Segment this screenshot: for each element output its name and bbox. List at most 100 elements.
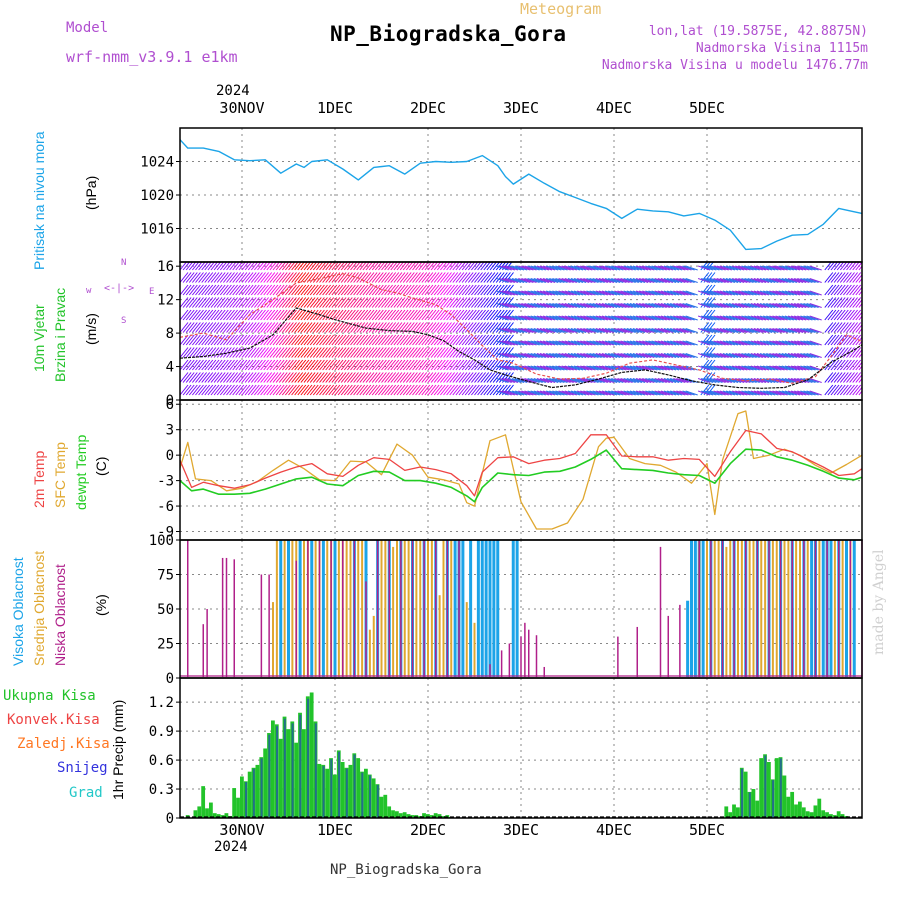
- cloud-mid-bar: [272, 602, 274, 677]
- precip-snow-bar: [322, 765, 325, 818]
- precip-bar: [193, 810, 198, 818]
- precip-bar: [371, 778, 376, 818]
- cloud-mid-bar: [775, 540, 778, 677]
- precip-bar: [809, 812, 814, 818]
- temp-dew-label: dewpt Temp: [73, 434, 89, 510]
- sfc-temp-line: [179, 410, 863, 530]
- cloud-high-bar: [492, 540, 496, 677]
- temp-ytick-label: 3: [166, 423, 174, 439]
- cloud-high-bar: [852, 540, 856, 677]
- precip-bar: [433, 813, 438, 818]
- cloud-low-bar: [206, 609, 208, 677]
- cloud-high-bar: [845, 540, 848, 677]
- cloud-low-label: Niska Oblacnost: [52, 564, 68, 666]
- cloud-high-bar: [810, 540, 814, 677]
- precip-bar: [437, 814, 442, 818]
- cloud-mid-bar: [283, 540, 286, 677]
- precip-unit: 1hr Precip (mm): [110, 699, 126, 800]
- precip-ytick-label: 0.3: [149, 782, 174, 798]
- cloud-low-bar: [636, 626, 638, 677]
- cloud-high-bar: [484, 540, 488, 677]
- model-elevation-label: Nadmorska Visina u modelu 1476.77m: [601, 58, 868, 73]
- precip-bar: [759, 758, 764, 818]
- precip-snow-bar: [268, 734, 271, 818]
- cloud-mid-bar: [384, 540, 387, 677]
- cloud-mid-bar: [806, 540, 809, 677]
- precip-bar: [309, 692, 314, 818]
- precip-bar: [387, 806, 392, 818]
- cloud-ytick-label: 75: [157, 568, 174, 584]
- precip-snow-bar: [764, 755, 767, 818]
- wind-label-line2: Brzina i Pravac: [52, 287, 68, 382]
- top-day-label: 30NOV: [219, 99, 265, 117]
- pressure-ytick-label: 1016: [140, 222, 174, 238]
- cloud-mid-bar: [818, 540, 821, 677]
- cloud-ytick-label: 50: [157, 602, 174, 618]
- cloud-mid-bar: [291, 540, 294, 677]
- precip-bar: [732, 804, 736, 818]
- cloud-low-bar: [500, 650, 503, 677]
- cloud-low-bar: [535, 635, 538, 677]
- cloud-mid-bar: [764, 540, 767, 677]
- cloud-low-bar: [667, 615, 669, 677]
- cloud-low-bar: [221, 557, 224, 677]
- temp-2m-line: [179, 429, 863, 497]
- cloud-mid-bar: [787, 540, 790, 677]
- cloud-mid-bar: [841, 540, 844, 677]
- precip-bar: [216, 814, 221, 818]
- precip-bar: [755, 800, 760, 818]
- cloud-mid-bar: [752, 540, 755, 677]
- precip-bar: [767, 762, 771, 818]
- precip-legend-total: Ukupna Kisa: [3, 688, 96, 704]
- precip-bar: [790, 791, 795, 818]
- cloud-high-bar: [496, 540, 500, 677]
- wind-gust-line: [179, 273, 863, 384]
- pressure-label: Pritisak na nivou mora: [31, 131, 47, 270]
- wind-label-line1: 10m Vjetar: [31, 304, 47, 372]
- cloud-low-bar: [307, 540, 309, 677]
- cloud-mid-bar: [729, 540, 732, 677]
- precip-bar: [821, 810, 826, 818]
- cloud-mid-bar: [771, 540, 774, 677]
- cloud-high-bar: [829, 540, 833, 677]
- wind-compass-e: E: [149, 287, 155, 297]
- cloud-mid-bar: [833, 540, 836, 677]
- top-day-label: 5DEC: [688, 99, 726, 117]
- cloud-low-bar: [376, 540, 379, 677]
- cloud-mid-bar: [407, 540, 410, 677]
- cloud-mid-bar: [415, 540, 418, 677]
- precip-bar: [255, 764, 260, 818]
- watermark: made by Angel: [871, 549, 887, 656]
- precip-bar: [422, 813, 426, 818]
- cloud-low-bar: [202, 624, 204, 677]
- precip-snow-bar: [772, 780, 775, 818]
- cloud-mid-bar: [357, 540, 360, 677]
- top-day-label: 3DEC: [502, 99, 540, 117]
- precip-bar: [813, 805, 818, 818]
- temp-2m-label: 2m Temp: [31, 450, 47, 508]
- cloud-mid-bar: [419, 540, 422, 677]
- precip-legend-snow: Snijeg: [57, 760, 108, 776]
- precip-snow-bar: [345, 768, 348, 818]
- cloud-mid-bar: [314, 540, 317, 677]
- cloud-high-bar: [461, 540, 465, 677]
- cloud-low-bar: [411, 540, 414, 677]
- wind-unit: (m/s): [83, 313, 99, 345]
- data-layer: [179, 139, 863, 818]
- cloud-high-bar: [453, 540, 457, 677]
- cloud-unit: (%): [93, 594, 109, 616]
- precip-legend-freezing: Zaledj.Kisa: [17, 736, 110, 752]
- cloud-mid-label: Srednja Oblacnost: [31, 550, 47, 666]
- cloud-mid-bar: [275, 540, 278, 677]
- page-title: NP_Biogradska_Gora: [330, 22, 567, 46]
- cloud-mid-bar: [438, 595, 441, 677]
- cloud-low-bar: [388, 540, 390, 677]
- bottom-day-label: 5DEC: [688, 821, 726, 839]
- precip-bar: [406, 814, 411, 818]
- cloud-high-bar: [298, 540, 302, 677]
- precip-bar: [247, 771, 252, 818]
- cloud-high-bar: [310, 540, 314, 677]
- cloud-high-bar: [476, 540, 480, 677]
- precip-bar: [751, 789, 756, 818]
- precip-bar: [317, 763, 322, 818]
